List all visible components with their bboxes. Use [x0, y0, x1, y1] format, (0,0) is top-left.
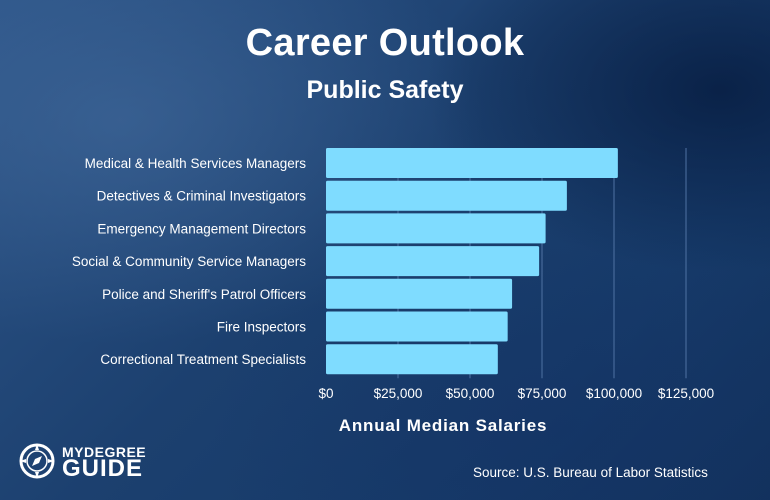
bar — [326, 311, 508, 342]
category-label: Medical & Health Services Managers — [85, 156, 307, 171]
bar — [326, 246, 540, 277]
x-tick-label: $100,000 — [586, 386, 642, 401]
category-label: Social & Community Service Managers — [72, 254, 306, 269]
x-axis-title: Annual Median Salaries — [338, 416, 548, 435]
x-tick-labels: $0 $25,000 $50,000 $75,000 $100,000 $125,000 — [318, 386, 714, 401]
logo-text-bottom: GUIDE — [62, 455, 144, 482]
bar — [326, 213, 546, 244]
x-tick-label: $75,000 — [518, 386, 567, 401]
bar — [326, 344, 498, 375]
salary-bar-chart: Medical & Health Services Managers Detect… — [72, 148, 714, 401]
category-label: Police and Sheriff's Patrol Officers — [102, 287, 306, 302]
category-label: Detectives & Criminal Investigators — [97, 189, 307, 204]
x-tick-label: $125,000 — [658, 386, 714, 401]
x-tick-label: $50,000 — [446, 386, 495, 401]
bar — [326, 180, 567, 211]
x-tick-label: $25,000 — [374, 386, 423, 401]
compass-badge-icon — [19, 443, 55, 479]
category-label: Emergency Management Directors — [97, 221, 306, 236]
category-label: Correctional Treatment Specialists — [100, 352, 306, 367]
category-label: Fire Inspectors — [217, 320, 307, 335]
category-labels: Medical & Health Services Managers Detect… — [72, 156, 306, 367]
bar — [326, 278, 513, 309]
bars — [326, 148, 618, 375]
source-note: Source: U.S. Bureau of Labor Statistics — [473, 465, 708, 480]
logo-text-top: MYDEGREE — [62, 444, 147, 460]
bar — [326, 148, 618, 178]
chart-title: Career Outlook — [245, 22, 525, 64]
chart-subtitle: Public Safety — [306, 76, 464, 104]
mydegreeguide-logo: MYDEGREE GUIDE — [18, 440, 158, 482]
x-tick-label: $0 — [318, 386, 333, 401]
